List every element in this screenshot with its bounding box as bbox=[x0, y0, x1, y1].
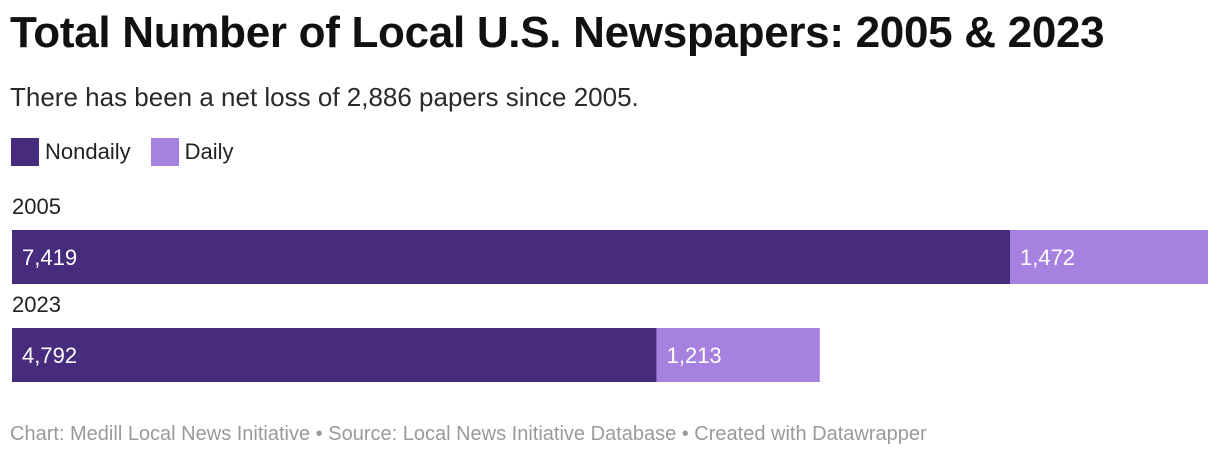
legend: Nondaily Daily bbox=[11, 137, 254, 167]
legend-label-nondaily: Nondaily bbox=[45, 139, 131, 164]
bar-value-nondaily-2023: 4,792 bbox=[22, 343, 77, 368]
row-label-2023: 2023 bbox=[12, 292, 61, 317]
stacked-bar-chart: 2005 7,419 1,472 2023 4,792 1,213 bbox=[12, 194, 1208, 382]
chart-footer: Chart: Medill Local News Initiative • So… bbox=[10, 423, 927, 445]
bar-nondaily-2005 bbox=[12, 230, 1010, 284]
bar-value-daily-2023: 1,213 bbox=[667, 343, 722, 368]
legend-item-nondaily: Nondaily bbox=[11, 138, 131, 166]
bar-daily-2005 bbox=[1009, 230, 1208, 284]
legend-swatch-daily bbox=[150, 138, 179, 166]
bar-nondaily-2023 bbox=[12, 328, 657, 382]
chart-title: Total Number of Local U.S. Newspapers: 2… bbox=[10, 8, 1105, 57]
row-label-2005: 2005 bbox=[12, 194, 61, 219]
legend-item-daily: Daily bbox=[150, 138, 234, 166]
bar-value-nondaily-2005: 7,419 bbox=[22, 245, 77, 270]
legend-swatch-nondaily bbox=[11, 138, 39, 166]
chart-subtitle: There has been a net loss of 2,886 paper… bbox=[10, 82, 639, 112]
legend-label-daily: Daily bbox=[184, 139, 234, 164]
bar-daily-2023 bbox=[656, 328, 820, 382]
bar-value-daily-2005: 1,472 bbox=[1020, 245, 1075, 270]
